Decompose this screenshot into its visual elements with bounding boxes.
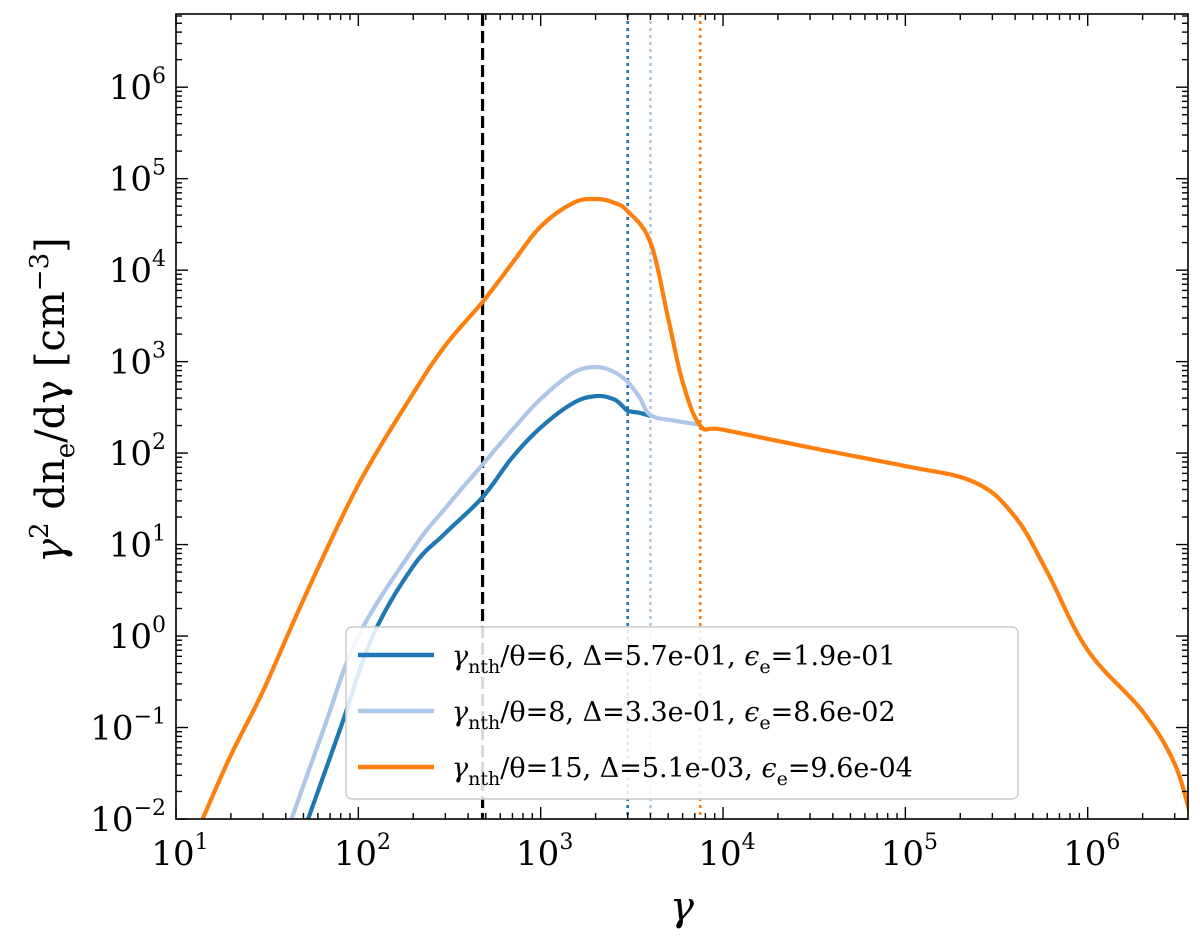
y-tick-label: 103 [109,339,166,383]
x-axis-label: γ [670,884,694,930]
x-tick-labels: 101 102 103 104 105 106 [151,830,1120,874]
y-axis-label: γ2 dne/dγ [cm−3] [25,237,81,563]
y-tick-label: 101 [109,522,166,566]
y-tick-label: 106 [109,64,166,108]
x-tick-label: 102 [334,830,391,874]
plot-frame [175,13,1189,820]
legend-label-2: γnth/θ=15, Δ=5.1e-03, ϵe=9.6e-04 [452,753,913,790]
series-line-1 [289,364,701,819]
x-tick-label: 101 [151,830,208,874]
legend-label-0: γnth/θ=6, Δ=5.7e-01, ϵe=1.9e-01 [452,641,896,678]
y-tick-label: 10−2 [90,796,166,840]
x-tick-label: 106 [1063,830,1120,874]
y-tick-label: 102 [109,430,166,474]
y-tick-label: 100 [109,613,166,657]
legend: γnth/θ=6, Δ=5.7e-01, ϵe=1.9e-01 γnth/θ=8,… [345,626,1019,800]
y-tick-label: 105 [109,156,166,200]
x-tick-label: 103 [516,830,573,874]
x-tick-label: 105 [881,830,938,874]
legend-box [345,626,1019,800]
y-tick-label: 10−1 [90,705,166,749]
series-line-2 [200,196,1188,819]
axis-ticks [175,14,1188,820]
y-tick-labels: 10−2 10−1 100 101 102 103 104 105 106 [90,64,166,840]
y-tick-label: 104 [109,247,166,291]
legend-label-1: γnth/θ=8, Δ=3.3e-01, ϵe=8.6e-02 [452,697,896,734]
x-tick-label: 104 [698,830,755,874]
